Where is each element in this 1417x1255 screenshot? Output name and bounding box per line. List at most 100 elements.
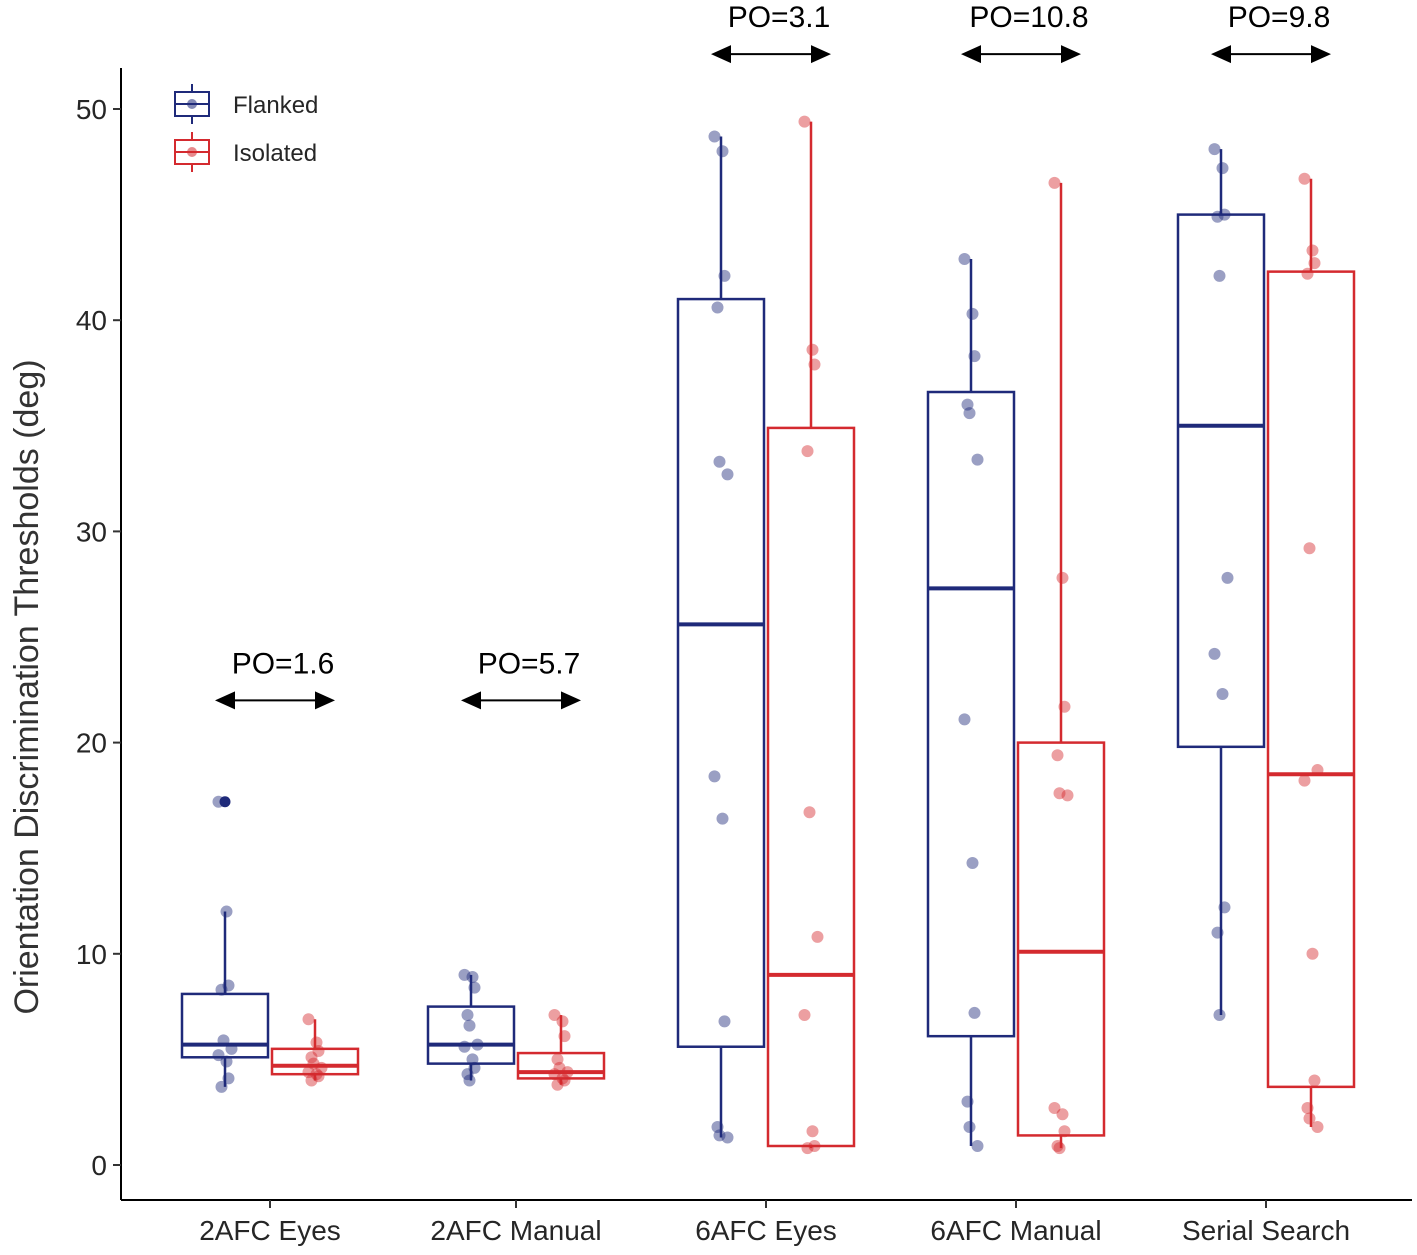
- data-point-flanked: [461, 1068, 474, 1081]
- data-point-isolated: [1306, 947, 1319, 960]
- data-point-isolated: [551, 1078, 564, 1091]
- data-point-flanked: [468, 1061, 481, 1074]
- data-point-isolated: [553, 1061, 566, 1074]
- legend-key-isolated: [174, 132, 210, 172]
- data-point-isolated: [1058, 1125, 1071, 1138]
- po-arrow-head-right: [315, 691, 335, 710]
- po-annotation-6afc-eyes: PO=3.1: [711, 1, 831, 64]
- data-point-flanked: [711, 301, 724, 314]
- data-point-flanked: [718, 1015, 731, 1028]
- po-annotation-6afc-manual: PO=10.8: [961, 1, 1089, 64]
- axes: 0 10 20 30 40 50 2AFC Eyes 2AFC Manual 6AFC Eyes…: [76, 68, 1412, 1246]
- box-body: [180, 992, 270, 1059]
- data-point-flanked: [220, 1055, 233, 1068]
- y-tick-label: 20: [76, 728, 107, 759]
- data-point-flanked: [713, 1129, 726, 1142]
- data-point-flanked: [711, 1120, 724, 1133]
- box-flanked-2afc-manual: [426, 974, 516, 1081]
- legend-item-flanked: Flanked: [174, 84, 318, 124]
- box-body: [1176, 213, 1266, 749]
- y-tick-label: 50: [76, 94, 107, 125]
- data-point-isolated: [302, 1013, 315, 1026]
- data-point-isolated: [1061, 789, 1074, 802]
- data-point-flanked: [222, 979, 235, 992]
- data-point-isolated: [806, 343, 819, 356]
- data-point-isolated: [312, 1070, 325, 1083]
- data-point-flanked: [708, 130, 721, 143]
- box-body: [1016, 741, 1106, 1137]
- data-point-flanked: [212, 795, 225, 808]
- po-arrow-head-left: [461, 691, 481, 710]
- data-point-isolated: [315, 1061, 328, 1074]
- data-point-flanked: [1213, 1009, 1226, 1022]
- data-point-isolated: [310, 1068, 323, 1081]
- x-tick-label-6afc-eyes: 6AFC Eyes: [695, 1215, 837, 1246]
- data-point-flanked: [718, 269, 731, 282]
- data-point-isolated: [1298, 172, 1311, 185]
- y-tick-label: 10: [76, 939, 107, 970]
- data-point-isolated: [305, 1051, 318, 1064]
- box-body: [766, 426, 856, 1148]
- data-point-flanked: [968, 1006, 981, 1019]
- data-point-isolated: [302, 1066, 315, 1079]
- x-tick-label-2afc-eyes: 2AFC Eyes: [199, 1215, 341, 1246]
- box-body: [270, 1047, 360, 1076]
- data-point-isolated: [548, 1068, 561, 1081]
- po-arrow-head-right: [811, 45, 831, 64]
- data-point-flanked: [708, 770, 721, 783]
- data-point-isolated: [808, 358, 821, 371]
- data-point-isolated: [811, 930, 824, 943]
- data-point-flanked: [1208, 143, 1221, 156]
- box-isolated-serial-search: [1266, 178, 1356, 1127]
- data-point-isolated: [1303, 1112, 1316, 1125]
- data-point-flanked: [466, 971, 479, 984]
- po-label: PO=3.1: [728, 1, 831, 34]
- data-point-flanked: [468, 981, 481, 994]
- data-point-isolated: [310, 1036, 323, 1049]
- y-tick-label: 0: [91, 1150, 107, 1181]
- y-axis-title: Orientation Discrimination Thresholds (d…: [8, 359, 46, 1014]
- po-arrow-head-left: [215, 691, 235, 710]
- data-point-flanked: [963, 407, 976, 420]
- data-point-flanked: [1218, 901, 1231, 914]
- x-tick-label-serial-search: Serial Search: [1182, 1215, 1350, 1246]
- data-point-flanked: [721, 468, 734, 481]
- x-tick-label-6afc-manual: 6AFC Manual: [930, 1215, 1101, 1246]
- data-point-flanked: [215, 1080, 228, 1093]
- data-point-isolated: [808, 1139, 821, 1152]
- data-point-flanked: [713, 455, 726, 468]
- x-tick-label-2afc-manual: 2AFC Manual: [430, 1215, 601, 1246]
- legend-label: Isolated: [233, 140, 317, 167]
- po-label: PO=5.7: [478, 647, 581, 680]
- data-point-flanked: [958, 713, 971, 726]
- data-point-isolated: [556, 1015, 569, 1028]
- box-body: [926, 390, 1016, 1038]
- data-point-isolated: [305, 1074, 318, 1087]
- data-point-flanked: [1216, 162, 1229, 175]
- data-point-isolated: [1048, 1101, 1061, 1114]
- legend-item-isolated: Isolated: [174, 132, 317, 172]
- data-point-flanked: [721, 1131, 734, 1144]
- data-point-flanked: [971, 1139, 984, 1152]
- data-point-flanked: [971, 453, 984, 466]
- data-point-flanked: [963, 1120, 976, 1133]
- data-point-isolated: [803, 806, 816, 819]
- data-point-isolated: [551, 1053, 564, 1066]
- data-point-flanked: [1211, 210, 1224, 223]
- data-point-isolated: [798, 115, 811, 128]
- data-point-isolated: [1306, 244, 1319, 257]
- data-point-flanked: [1208, 647, 1221, 660]
- data-point-isolated: [1053, 787, 1066, 800]
- po-label: PO=9.8: [1228, 1, 1331, 34]
- box-flanked-6afc-eyes: [676, 136, 766, 1138]
- y-tick-label: 30: [76, 516, 107, 547]
- data-point-isolated: [1056, 571, 1069, 584]
- data-point-isolated: [1303, 542, 1316, 555]
- data-point-isolated: [307, 1057, 320, 1070]
- data-point-flanked: [961, 1095, 974, 1108]
- po-arrow-head-left: [1211, 45, 1231, 64]
- data-point-flanked: [471, 1038, 484, 1051]
- data-point-flanked: [716, 145, 729, 158]
- data-point-isolated: [556, 1072, 569, 1085]
- point-group: [212, 115, 1324, 1155]
